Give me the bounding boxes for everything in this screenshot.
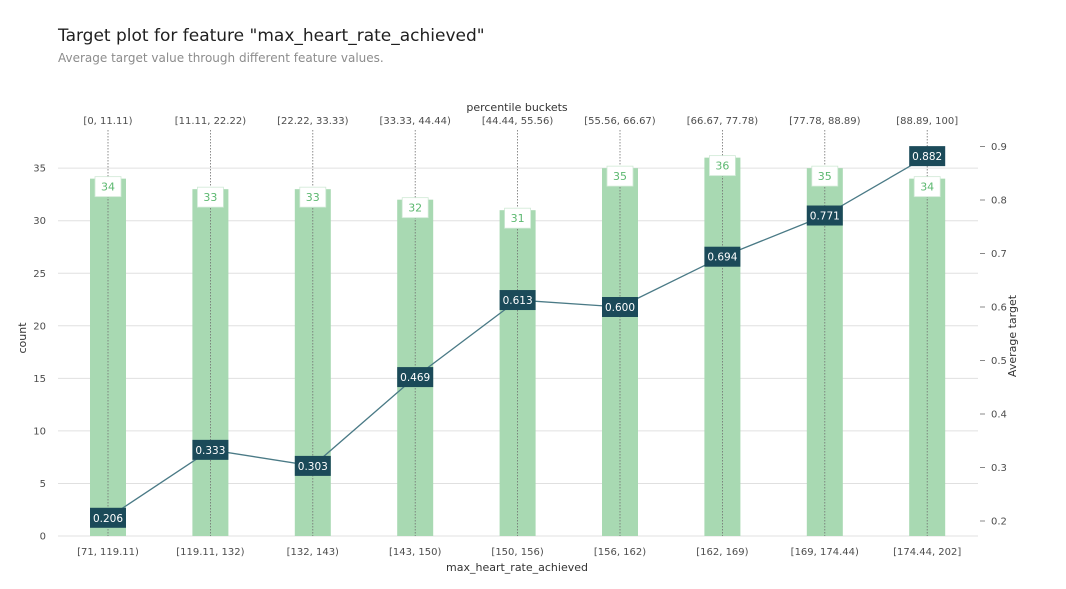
target-label-box: [397, 367, 434, 388]
target-label: 0.882: [912, 151, 942, 163]
top-tick-label: [55.56, 66.67): [584, 116, 656, 127]
count-label-box: [709, 155, 736, 177]
x-tick-label: [174.44, 202]: [893, 547, 961, 558]
target-label-box: [192, 439, 229, 460]
average-target-line: 0.206 0.333 0.303 0.469 0.613 0.600 0.694 0.771…: [90, 146, 946, 528]
target-label-box: [294, 455, 331, 476]
target-label-box: [704, 246, 741, 267]
target-label: 0.694: [707, 252, 737, 264]
count-label: 36: [715, 160, 729, 173]
top-tick-label: [22.22, 33.33): [277, 116, 349, 127]
target-label: 0.303: [298, 461, 328, 473]
y2-tick-label: 0.9: [991, 142, 1007, 153]
y2-axis-label: Average target: [1006, 294, 1019, 377]
target-label-box: [806, 205, 843, 226]
x-tick-label: [150, 156): [491, 547, 543, 558]
count-label-box: [299, 186, 327, 208]
count-label-box: [196, 186, 224, 208]
target-label-box: [90, 507, 126, 528]
y2-tick-label: 0.8: [991, 196, 1007, 207]
count-label: 31: [511, 212, 525, 225]
top-axis-label: percentile buckets: [466, 101, 568, 114]
count-label-box: [811, 165, 839, 187]
count-label: 34: [101, 181, 115, 194]
count-label-box: [94, 176, 122, 198]
count-label: 33: [306, 191, 320, 204]
top-tick-label: [0, 11.11): [83, 116, 132, 127]
top-tick-label: [11.11, 22.22): [175, 116, 247, 127]
count-label: 32: [408, 202, 422, 215]
y-tick-label: 0: [40, 532, 46, 543]
target-label: 0.206: [93, 513, 123, 525]
x-tick-label: [156, 162): [594, 547, 646, 558]
target-label-box: [499, 290, 536, 311]
count-label: 33: [203, 191, 217, 204]
y-tick-label: 35: [33, 164, 46, 175]
top-tick-label: [66.67, 77.78): [687, 116, 759, 127]
y2-tick-label: 0.2: [991, 517, 1007, 528]
chart-subtitle: Average target value through different f…: [58, 51, 384, 65]
y-tick-label: 10: [33, 426, 46, 437]
y2-tick-label: 0.4: [991, 410, 1007, 421]
top-tick-label: [44.44, 55.56): [482, 116, 554, 127]
x-axis-label: max_heart_rate_achieved: [446, 561, 588, 574]
top-tick-label: [88.89, 100]: [896, 116, 958, 127]
count-label: 35: [613, 170, 627, 183]
top-tick-label: [77.78, 88.89): [789, 116, 861, 127]
axes: 0 5 10 15 20 25 30 35 0.2 0.3 0.4 0.5 0.6 0.7 0.8 0.9 [7…: [16, 101, 1019, 574]
x-tick-label: [169, 174.44): [791, 547, 859, 558]
count-label-box: [504, 207, 532, 229]
target-label-box: [909, 146, 946, 167]
y-tick-label: 5: [40, 479, 46, 490]
count-labels: 34 33 33 32 31 35 36 35 34: [94, 155, 941, 229]
target-label: 0.771: [810, 211, 840, 223]
count-label-box: [606, 165, 634, 187]
y-tick-label: 25: [33, 269, 46, 280]
y2-tick-label: 0.3: [991, 463, 1007, 474]
x-tick-label: [143, 150): [389, 547, 441, 558]
top-tick-label: [33.33, 44.44): [379, 116, 451, 127]
y-tick-label: 20: [33, 321, 46, 332]
target-label: 0.613: [503, 295, 533, 307]
y2-tick-label: 0.5: [991, 356, 1007, 367]
target-label: 0.469: [400, 372, 430, 384]
y-axis-label: count: [16, 322, 29, 354]
count-label: 35: [818, 170, 832, 183]
y2-tick-label: 0.7: [991, 249, 1007, 260]
y-tick-label: 15: [33, 374, 46, 385]
y-tick-label: 30: [33, 216, 46, 227]
target-label: 0.600: [605, 302, 635, 314]
x-tick-label: [71, 119.11): [77, 547, 139, 558]
target-label: 0.333: [195, 445, 225, 457]
x-tick-label: [119.11, 132): [176, 547, 244, 558]
chart-title: Target plot for feature "max_heart_rate_…: [58, 26, 485, 46]
count-label-box: [401, 197, 429, 219]
count-label: 34: [920, 181, 934, 194]
count-label-box: [913, 176, 941, 198]
y2-tick-label: 0.6: [991, 303, 1007, 314]
x-tick-label: [162, 169): [696, 547, 748, 558]
target-label-box: [602, 297, 638, 317]
x-tick-label: [132, 143): [287, 547, 339, 558]
